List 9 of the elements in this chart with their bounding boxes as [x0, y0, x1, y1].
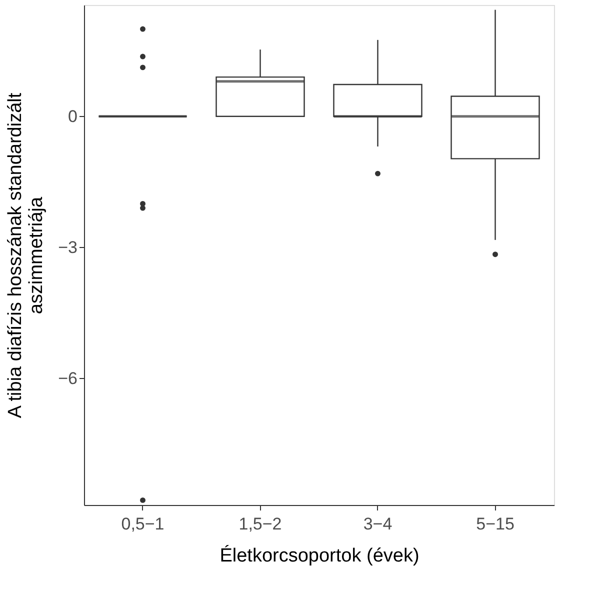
x-tick-label: 1,5−2 [238, 514, 282, 534]
x-tick-label: 5−15 [476, 514, 514, 534]
x-tick-label: 0,5−1 [121, 514, 164, 534]
x-tick-label: 3−4 [363, 514, 392, 534]
y-tick-label: 0 [68, 106, 78, 126]
y-tick-label: −6 [58, 368, 78, 388]
y-tick-label: −3 [58, 238, 78, 257]
x-axis-title: Életkorcsoportok (évek) [220, 544, 420, 566]
y-axis-title: A tibia diafízis hosszának standardizált aszimmetriája [5, 92, 48, 418]
